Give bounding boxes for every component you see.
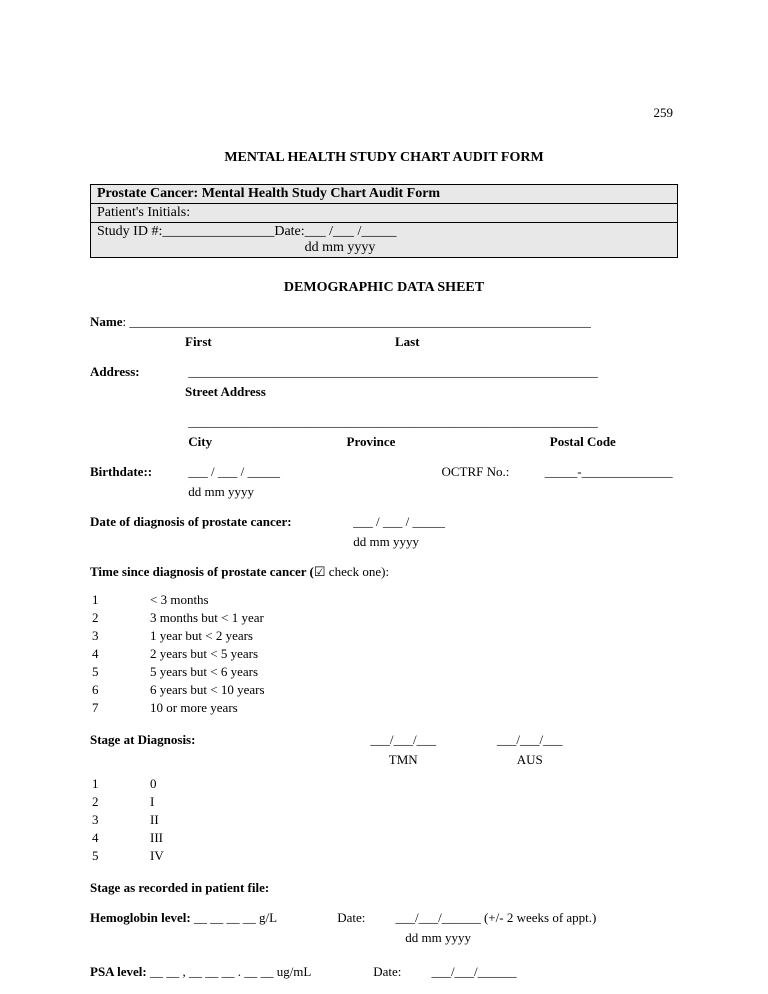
city-prov-postal: City Province Postal Code bbox=[90, 434, 678, 450]
opt-num: 4 bbox=[92, 646, 148, 662]
diag-sub: dd mm yyyy bbox=[90, 534, 678, 550]
address-row: Address: _______________________________… bbox=[90, 364, 678, 380]
main-title: MENTAL HEALTH STUDY CHART AUDIT FORM bbox=[90, 150, 678, 166]
hemo-label: Hemoglobin level: bbox=[90, 910, 191, 925]
psa-line: __ __ , __ __ __ . __ __ ug/mL bbox=[150, 964, 370, 980]
address-line2: ________________________________________… bbox=[188, 414, 598, 429]
last-label: Last bbox=[395, 334, 420, 349]
box-studyid-row: Study ID #:________________Date:___ /___… bbox=[91, 223, 678, 258]
birthdate-sub: dd mm yyyy bbox=[90, 484, 678, 500]
opt-text: III bbox=[150, 830, 170, 846]
opt-num: 1 bbox=[92, 592, 148, 608]
name-line: : ______________________________________… bbox=[123, 314, 591, 329]
hemo-sub: dd mm yyyy bbox=[90, 930, 678, 946]
opt-num: 7 bbox=[92, 700, 148, 716]
time-label2: check one): bbox=[326, 564, 390, 579]
stage-options: 10 2I 3II 4III 5IV bbox=[90, 774, 172, 866]
opt-num: 5 bbox=[92, 848, 148, 864]
street-label: Street Address bbox=[185, 384, 266, 399]
demo-title: DEMOGRAPHIC DATA SHEET bbox=[90, 280, 678, 296]
hemo-date-label: Date: bbox=[337, 910, 392, 926]
stage-tmn-label: TMN bbox=[353, 752, 453, 768]
opt-text: II bbox=[150, 812, 170, 828]
address-row2: ________________________________________… bbox=[90, 414, 678, 430]
province-label: Province bbox=[347, 434, 547, 450]
opt-num: 2 bbox=[92, 794, 148, 810]
opt-num: 3 bbox=[92, 812, 148, 828]
city-label: City bbox=[188, 434, 343, 450]
name-row: Name: __________________________________… bbox=[90, 314, 678, 330]
hemo-line: __ __ __ __ g/L bbox=[194, 910, 334, 926]
hemo-date-line: ___/___/______ (+/- 2 weeks of appt.) bbox=[396, 910, 597, 925]
opt-text: 0 bbox=[150, 776, 170, 792]
opt-num: 2 bbox=[92, 610, 148, 626]
box-date-sub: dd mm yyyy bbox=[305, 240, 376, 255]
diag-line: ___ / ___ / _____ bbox=[353, 514, 445, 529]
address-label: Address: bbox=[90, 364, 185, 380]
psa-date-label: Date: bbox=[373, 964, 428, 980]
stage-aus-line: ___/___/___ bbox=[480, 732, 580, 748]
opt-num: 3 bbox=[92, 628, 148, 644]
postal-label: Postal Code bbox=[550, 434, 616, 449]
box-date-label: Date:___ /___ /_____ bbox=[274, 224, 396, 239]
stage-file-label: Stage as recorded in patient file: bbox=[90, 880, 678, 896]
opt-text: 5 years but < 6 years bbox=[150, 664, 271, 680]
stage-row: Stage at Diagnosis: ___/___/___ ___/___/… bbox=[90, 732, 678, 748]
box-header: Prostate Cancer: Mental Health Study Cha… bbox=[91, 185, 678, 204]
opt-text: I bbox=[150, 794, 170, 810]
opt-text: 10 or more years bbox=[150, 700, 271, 716]
time-label: Time since diagnosis of prostate cancer … bbox=[90, 564, 314, 579]
hemo-date-sub: dd mm yyyy bbox=[405, 930, 471, 945]
name-label: Name bbox=[90, 314, 123, 329]
opt-num: 6 bbox=[92, 682, 148, 698]
birthdate-line: ___ / ___ / _____ bbox=[188, 464, 438, 480]
time-row: Time since diagnosis of prostate cancer … bbox=[90, 564, 678, 580]
octrf-label: OCTRF No.: bbox=[442, 464, 542, 480]
page: 259 MENTAL HEALTH STUDY CHART AUDIT FORM… bbox=[0, 0, 768, 994]
opt-text: < 3 months bbox=[150, 592, 271, 608]
opt-text: IV bbox=[150, 848, 170, 864]
stage-label: Stage at Diagnosis: bbox=[90, 732, 350, 748]
header-box: Prostate Cancer: Mental Health Study Cha… bbox=[90, 184, 678, 258]
opt-num: 4 bbox=[92, 830, 148, 846]
hemo-row: Hemoglobin level: __ __ __ __ g/L Date: … bbox=[90, 910, 678, 926]
psa-date-line: ___/___/______ bbox=[431, 964, 516, 979]
time-options: 1< 3 months 23 months but < 1 year 31 ye… bbox=[90, 590, 273, 718]
first-label: First bbox=[185, 334, 212, 349]
page-number: 259 bbox=[654, 105, 674, 121]
check-icon: ☑ bbox=[314, 564, 326, 579]
psa-row: PSA level: __ __ , __ __ __ . __ __ ug/m… bbox=[90, 964, 678, 980]
address-line: ________________________________________… bbox=[188, 364, 598, 379]
diag-label: Date of diagnosis of prostate cancer: bbox=[90, 514, 350, 530]
psa-label: PSA level: bbox=[90, 964, 147, 979]
diag-sub-text: dd mm yyyy bbox=[353, 534, 419, 549]
stage-aus-label: AUS bbox=[480, 752, 580, 768]
box-initials: Patient's Initials: bbox=[91, 204, 678, 223]
octrf-line: _____-______________ bbox=[545, 464, 673, 479]
birthdate-label: Birthdate:: bbox=[90, 464, 185, 480]
stage-tmn-line: ___/___/___ bbox=[353, 732, 453, 748]
opt-text: 6 years but < 10 years bbox=[150, 682, 271, 698]
stage-sub: TMN AUS bbox=[90, 752, 678, 768]
opt-text: 2 years but < 5 years bbox=[150, 646, 271, 662]
opt-num: 5 bbox=[92, 664, 148, 680]
birthdate-sub-text: dd mm yyyy bbox=[188, 484, 254, 499]
diag-row: Date of diagnosis of prostate cancer: __… bbox=[90, 514, 678, 530]
box-studyid-label: Study ID #:________________ bbox=[97, 224, 274, 239]
opt-text: 3 months but < 1 year bbox=[150, 610, 271, 626]
street-label-row: Street Address bbox=[90, 384, 678, 400]
birthdate-row: Birthdate:: ___ / ___ / _____ OCTRF No.:… bbox=[90, 464, 678, 480]
opt-num: 1 bbox=[92, 776, 148, 792]
name-sublabels: First Last bbox=[90, 334, 678, 350]
opt-text: 1 year but < 2 years bbox=[150, 628, 271, 644]
